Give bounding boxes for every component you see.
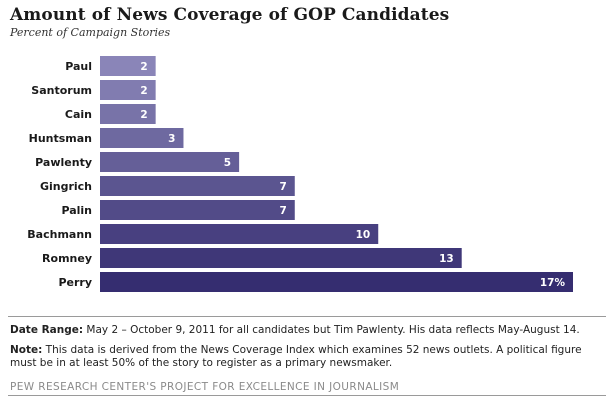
footer-divider-bottom	[8, 395, 606, 396]
bar-chart: Paul 2 Santorum 2 Cain 2 Huntsman 3 Pawlenty 5 Gin…	[27, 56, 573, 292]
category-label: Santorum	[31, 84, 92, 97]
date-range-note: Date Range: May 2 – October 9, 2011 for …	[10, 324, 606, 337]
bar	[100, 104, 156, 124]
bar	[100, 128, 184, 148]
bar	[100, 176, 295, 196]
footer-divider-top	[8, 316, 606, 317]
value-label: 3	[168, 133, 175, 145]
note-text: This data is derived from the News Cover…	[10, 344, 582, 369]
value-label: 2	[140, 109, 147, 121]
source-credit: PEW RESEARCH CENTER'S PROJECT FOR EXCELL…	[10, 381, 400, 393]
category-label: Cain	[65, 108, 92, 121]
value-label: 7	[279, 181, 286, 193]
chart-subtitle: Percent of Campaign Stories	[10, 26, 171, 39]
category-label: Perry	[58, 276, 92, 289]
category-label: Palin	[61, 204, 92, 217]
category-label: Gingrich	[40, 180, 92, 193]
bar	[100, 224, 379, 244]
value-label: 5	[224, 157, 231, 169]
date-range-label: Date Range:	[10, 324, 84, 336]
date-range-text: May 2 – October 9, 2011 for all candidat…	[83, 324, 580, 336]
value-label: 2	[140, 85, 147, 97]
bar	[100, 272, 573, 292]
bar	[100, 152, 240, 172]
bar	[100, 80, 156, 100]
bar	[100, 56, 156, 76]
bar	[100, 248, 462, 268]
value-label: 2	[140, 61, 147, 73]
category-label: Paul	[65, 60, 92, 73]
value-label: 17%	[540, 277, 566, 289]
value-label: 13	[439, 253, 454, 265]
category-label: Huntsman	[29, 132, 92, 145]
value-label: 7	[279, 205, 286, 217]
note-label: Note:	[10, 344, 43, 356]
bar	[100, 200, 295, 220]
category-label: Pawlenty	[35, 156, 92, 169]
value-label: 10	[356, 229, 371, 241]
category-label: Bachmann	[27, 228, 92, 241]
methodology-note: Note: This data is derived from the News…	[10, 344, 606, 370]
chart-title: Amount of News Coverage of GOP Candidate…	[10, 5, 450, 25]
category-label: Romney	[42, 252, 92, 265]
